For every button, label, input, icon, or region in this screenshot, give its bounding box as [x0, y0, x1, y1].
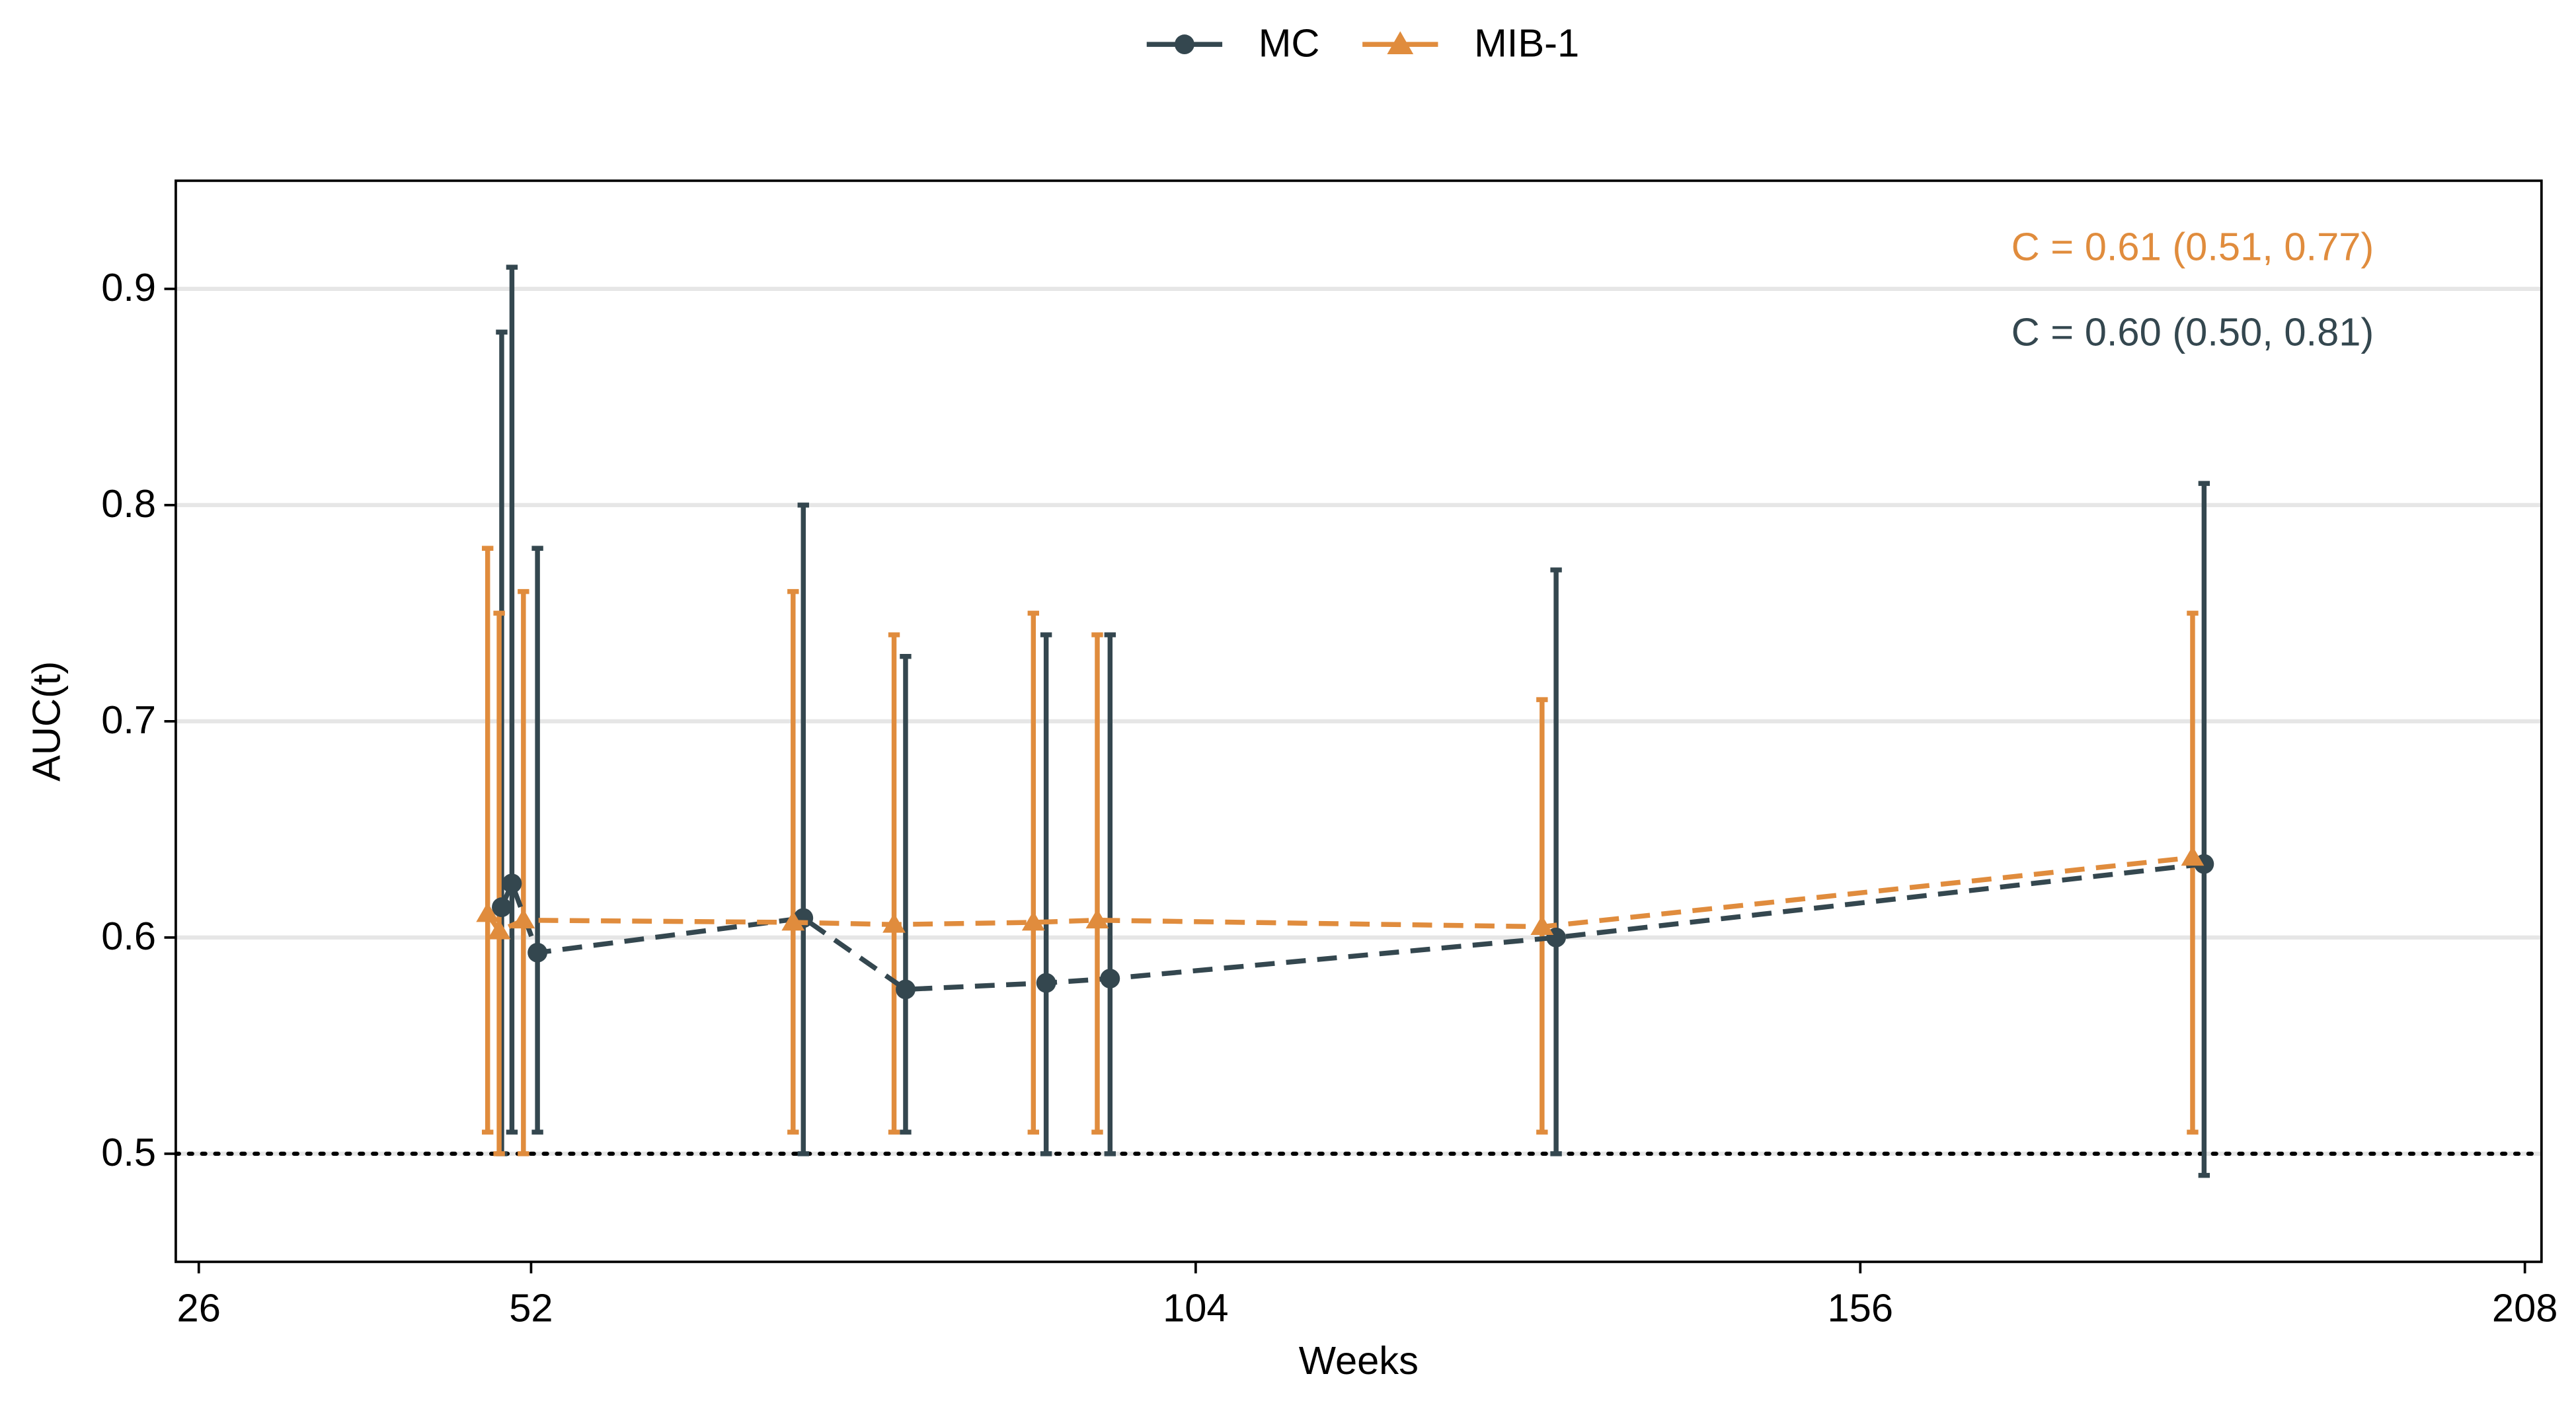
error-bar — [900, 654, 912, 1135]
error-bar — [1104, 632, 1116, 1156]
point — [476, 902, 500, 922]
legend-label: MIB-1 — [1474, 20, 1579, 65]
point — [1530, 915, 1554, 935]
point — [896, 979, 916, 1000]
legend-marker — [1387, 31, 1414, 55]
x-tick-label: 208 — [2492, 1286, 2557, 1330]
error-bar — [2187, 610, 2199, 1135]
point — [781, 910, 805, 931]
x-tick-label: 156 — [1828, 1286, 1893, 1330]
plot-border — [175, 179, 2543, 1264]
error-bar — [1040, 632, 1052, 1156]
error-bar — [1027, 610, 1039, 1135]
y-tick-label: 0.8 — [101, 481, 156, 526]
y-tick-label: 0.9 — [101, 265, 156, 309]
y-tick-label: 0.7 — [101, 698, 156, 742]
y-tick-label: 0.5 — [101, 1130, 156, 1174]
error-bar — [888, 632, 900, 1135]
error-bar — [787, 588, 799, 1135]
error-bar — [493, 610, 505, 1156]
error-bar — [1550, 567, 1562, 1156]
x-tick-label: 26 — [177, 1286, 221, 1330]
error-bar — [2198, 481, 2210, 1178]
annotation: C = 0.61 (0.51, 0.77) — [2011, 224, 2374, 268]
error-bar — [797, 503, 809, 1156]
point — [882, 912, 906, 933]
legend: MC MIB-1 — [1146, 20, 1579, 65]
y-axis-label: AUC(t) — [24, 661, 68, 782]
point — [487, 919, 511, 940]
point — [527, 942, 548, 963]
x-tick-label: 104 — [1163, 1286, 1228, 1330]
point — [2181, 846, 2205, 866]
point — [1100, 969, 1120, 989]
point — [1036, 973, 1056, 993]
y-tick-label: 0.6 — [101, 914, 156, 958]
point — [1021, 910, 1045, 931]
error-bar — [1091, 632, 1103, 1135]
point — [1085, 908, 1109, 929]
error-bar — [518, 588, 529, 1156]
error-bar — [482, 545, 494, 1135]
point — [492, 897, 512, 918]
error-bar — [531, 545, 543, 1135]
x-axis-label: Weeks — [1299, 1338, 1419, 1383]
point — [502, 873, 522, 894]
series-line — [499, 861, 2205, 992]
annotation: C = 0.60 (0.50, 0.81) — [2011, 310, 2374, 354]
legend-label: MC — [1259, 20, 1320, 65]
error-bar — [506, 264, 518, 1135]
x-tick-label: 52 — [509, 1286, 553, 1330]
legend-marker — [1175, 34, 1194, 55]
point — [512, 908, 535, 929]
